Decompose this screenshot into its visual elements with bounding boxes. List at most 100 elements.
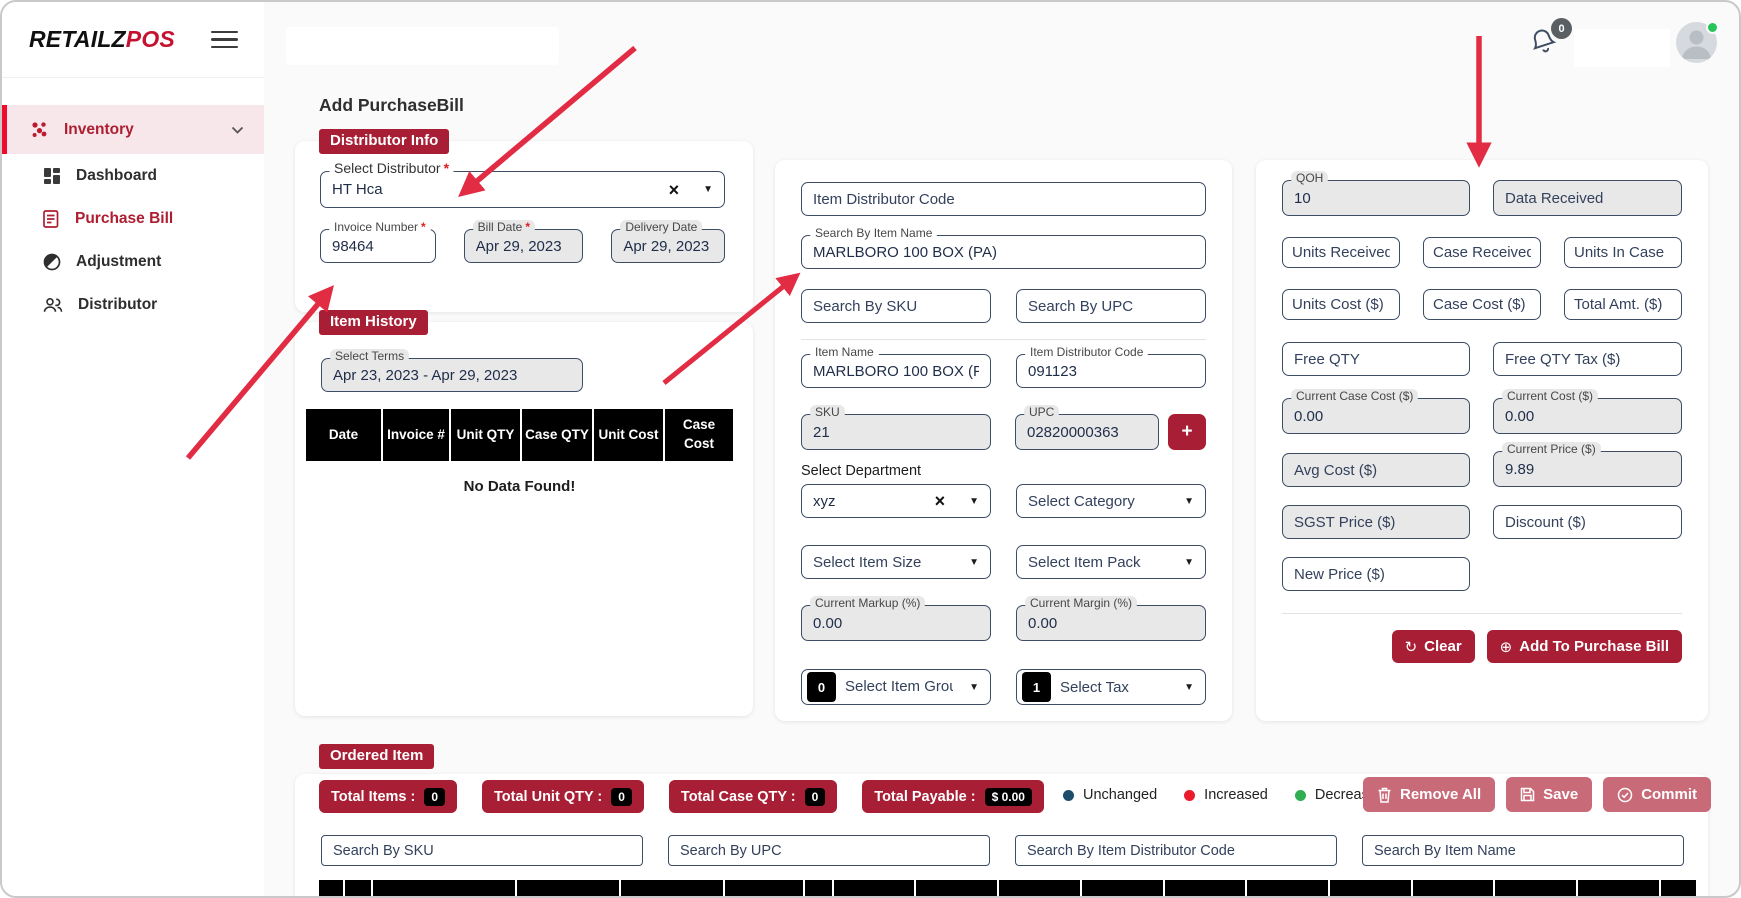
data-received-input[interactable]: Data Received (1493, 180, 1682, 216)
column-header-case-cost: Case Cost (665, 409, 733, 461)
select-terms-field[interactable]: Select Terms Apr 23, 2023 - Apr 29, 2023 (321, 349, 583, 392)
bill-date-field[interactable]: Bill Date * Apr 29, 2023 (463, 220, 584, 263)
decreased-dot (1294, 789, 1306, 801)
bill-date-label: Bill Date * (472, 220, 536, 234)
current-price-field[interactable]: Current Price ($) 9.89 (1493, 442, 1682, 487)
delivery-date-field[interactable]: Delivery Date Apr 29, 2023 (611, 220, 725, 263)
select-tax-dropdown[interactable]: 1 Select Tax ▼ (1016, 669, 1206, 705)
empty-table-message: No Data Found! (463, 478, 576, 495)
free-qty-input[interactable]: Free QTY (1282, 342, 1470, 376)
current-markup-field[interactable]: Current Markup (%) 0.00 (801, 596, 991, 641)
ordered-search-by-sku-input[interactable]: Search By SKU (321, 835, 643, 866)
ordered-search-by-upc-input[interactable]: Search By UPC (668, 835, 990, 866)
adjustment-icon (43, 253, 61, 271)
save-icon (1520, 787, 1535, 802)
current-case-cost-field[interactable]: Current Case Cost ($) 0.00 (1282, 389, 1470, 434)
column-header-invoice: Invoice # (383, 409, 451, 461)
ordered-search-row: Search By SKU Search By UPC Search By It… (321, 835, 1684, 866)
sgst-price-input[interactable]: SGST Price ($) (1282, 505, 1470, 539)
current-margin-field[interactable]: Current Margin (%) 0.00 (1016, 596, 1206, 641)
sidebar-item-label: Dashboard (76, 166, 157, 184)
select-category-dropdown[interactable]: Select Category ▼ (1016, 484, 1206, 518)
item-name-field[interactable]: Item Name MARLBORO 100 BOX (PA) (801, 345, 991, 388)
delivery-date-label: Delivery Date (620, 220, 703, 234)
sidebar-item-distributor[interactable]: Distributor (2, 283, 264, 326)
upc-field[interactable]: UPC 02820000363 (1015, 405, 1159, 450)
select-department-dropdown[interactable]: xyz × ▼ (801, 484, 991, 518)
totals-row: Total Items : 0 Total Unit QTY : 0 Total… (319, 780, 1044, 813)
current-price-label: Current Price ($) (1502, 442, 1601, 456)
select-item-pack-dropdown[interactable]: Select Item Pack ▼ (1016, 545, 1206, 579)
add-to-purchase-bill-button[interactable]: ⊕ Add To Purchase Bill (1486, 630, 1682, 663)
sidebar-item-adjustment[interactable]: Adjustment (2, 240, 264, 283)
ordered-actions: Remove All Save Commit (1363, 777, 1712, 812)
bill-date-value: Apr 29, 2023 (475, 237, 562, 255)
current-cost-field[interactable]: Current Cost ($) 0.00 (1493, 389, 1682, 434)
chevron-down-icon[interactable]: ▼ (703, 184, 713, 195)
sidebar-item-inventory[interactable]: Inventory (2, 105, 264, 154)
sidebar-item-dashboard[interactable]: Dashboard (2, 154, 264, 197)
new-price-input[interactable]: New Price ($) (1282, 557, 1470, 591)
units-cost-input[interactable]: Units Cost ($) (1282, 289, 1400, 320)
sidebar-header: RETAILZPOS (2, 2, 264, 78)
current-markup-label: Current Markup (%) (810, 596, 926, 610)
commit-button[interactable]: Commit (1603, 777, 1712, 812)
remove-all-button[interactable]: Remove All (1363, 777, 1496, 812)
chevron-down-icon: ▼ (969, 556, 979, 568)
sidebar-item-purchase-bill[interactable]: Purchase Bill (2, 197, 264, 240)
search-by-item-name-input[interactable]: Search By Item Name MARLBORO 100 BOX (PA… (801, 226, 1206, 269)
select-distributor-field[interactable]: Select Distributor * HT Hca × ▼ (320, 161, 725, 208)
case-received-input[interactable]: Case Received (1423, 237, 1541, 268)
invoice-number-field[interactable]: Invoice Number * 98464 (320, 220, 436, 263)
ordered-search-by-item-distributor-code-input[interactable]: Search By Item Distributor Code (1015, 835, 1337, 866)
qoh-field[interactable]: QOH 10 (1282, 171, 1470, 216)
search-by-sku-input[interactable]: Search By SKU (801, 289, 991, 323)
clear-selection-icon[interactable]: × (668, 179, 680, 200)
legend-increased: Increased (1184, 787, 1268, 803)
free-qty-tax-input[interactable]: Free QTY Tax ($) (1493, 342, 1682, 376)
distributor-info-card: Distributor Info Select Distributor * HT … (295, 129, 753, 312)
section-badge-item-history: Item History (319, 310, 428, 335)
units-received-input[interactable]: Units Received (1282, 237, 1400, 268)
sku-field[interactable]: SKU 21 (801, 405, 991, 450)
notifications-button[interactable]: 0 (1528, 18, 1572, 60)
search-by-upc-input[interactable]: Search By UPC (1016, 289, 1206, 323)
sidebar: RETAILZPOS Inventory Dashboard Purchase … (2, 2, 264, 896)
total-payable-button[interactable]: Total Payable : $ 0.00 (862, 780, 1044, 813)
select-item-group-dropdown[interactable]: 0 Select Item Group ▼ (801, 669, 991, 705)
ordered-search-by-item-name-input[interactable]: Search By Item Name (1362, 835, 1684, 866)
column-header-case-qty: Case QTY (522, 409, 594, 461)
header-search-box[interactable] (286, 27, 559, 65)
upc-label: UPC (1024, 405, 1060, 419)
notification-count-badge: 0 (1551, 18, 1572, 39)
avg-cost-input[interactable]: Avg Cost ($) (1282, 453, 1470, 487)
select-item-size-dropdown[interactable]: Select Item Size ▼ (801, 545, 991, 579)
clear-button[interactable]: ↻ Clear (1391, 630, 1475, 663)
total-amt-input[interactable]: Total Amt. ($) (1564, 289, 1682, 320)
item-distributor-code-search-input[interactable]: Item Distributor Code (801, 182, 1206, 216)
increased-dot (1184, 789, 1196, 801)
ordered-item-card: Ordered Item Total Items : 0 Total Unit … (295, 744, 1712, 896)
add-upc-button[interactable]: + (1168, 414, 1206, 450)
search-by-item-name-label: Search By Item Name (810, 226, 938, 240)
select-department-label: Select Department (801, 463, 922, 479)
units-in-case-input[interactable]: Units In Case (1564, 237, 1682, 268)
plus-circle-icon: ⊕ (1499, 638, 1513, 656)
user-menu[interactable] (1574, 29, 1670, 67)
discount-input[interactable]: Discount ($) (1493, 505, 1682, 539)
current-margin-label: Current Margin (%) (1025, 596, 1138, 610)
total-case-qty-button[interactable]: Total Case QTY : 0 (668, 780, 838, 813)
item-distributor-code-field[interactable]: Item Distributor Code 091123 (1016, 345, 1206, 388)
column-header-date: Date (306, 409, 383, 461)
purchase-bill-icon (43, 209, 60, 228)
sidebar-item-label: Adjustment (76, 252, 162, 270)
total-unit-qty-button[interactable]: Total Unit QTY : 0 (482, 780, 644, 813)
avatar[interactable] (1676, 21, 1719, 63)
select-terms-label: Select Terms (330, 349, 410, 363)
total-items-button[interactable]: Total Items : 0 (319, 780, 458, 813)
save-button[interactable]: Save (1506, 777, 1593, 812)
invoice-number-value: 98464 (332, 237, 374, 255)
hamburger-menu-icon[interactable] (211, 26, 238, 54)
case-cost-input[interactable]: Case Cost ($) (1423, 289, 1541, 320)
clear-selection-icon[interactable]: × (934, 491, 946, 511)
